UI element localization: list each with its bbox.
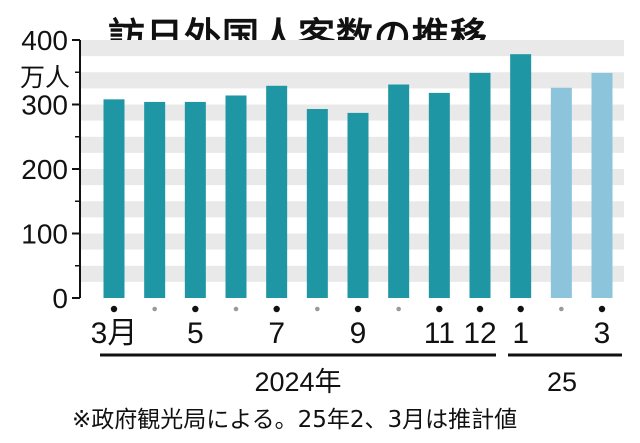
chart-note: ※政府観光局による。25年2、3月は推計値 xyxy=(72,407,518,433)
bar xyxy=(469,72,491,299)
bar xyxy=(550,87,572,298)
x-tick-dot xyxy=(192,305,199,313)
year-label: 25 xyxy=(547,367,577,397)
x-tick-dot xyxy=(315,306,320,312)
x-tick-dot xyxy=(152,306,157,312)
year-brackets: 2024年 25 xyxy=(100,353,622,397)
x-tick-label: 3 xyxy=(594,317,611,350)
x-tick-label: 1 xyxy=(512,317,529,350)
bar xyxy=(103,99,125,298)
y-tick-label: 300 xyxy=(21,90,68,121)
bar xyxy=(428,92,450,298)
x-tick-dot xyxy=(598,305,606,313)
x-tick-dot xyxy=(110,305,118,313)
bar xyxy=(184,101,206,298)
x-tick-dot xyxy=(396,306,401,312)
y-axis: 0 100 200 300 400 xyxy=(21,25,81,314)
x-tick-dot xyxy=(559,306,564,312)
year-label: 2024年 xyxy=(254,367,341,397)
bar xyxy=(306,109,328,298)
x-tick-label: 7 xyxy=(268,317,285,350)
bar xyxy=(266,85,288,298)
x-tick-dot xyxy=(476,305,484,313)
y-tick-label: 400 xyxy=(21,25,68,56)
x-tick-dot xyxy=(436,305,443,313)
y-tick-label: 0 xyxy=(52,283,68,314)
bar xyxy=(388,84,410,298)
grid-band xyxy=(80,72,624,89)
x-tick-dot xyxy=(517,305,524,313)
x-tick-label: 9 xyxy=(350,317,367,350)
bar xyxy=(347,112,369,298)
y-axis-unit: 万人 xyxy=(20,63,71,92)
bar xyxy=(225,95,247,298)
bar xyxy=(510,54,532,298)
x-tick-label: 5 xyxy=(187,317,204,350)
bar xyxy=(144,101,166,298)
x-tick-label: 12 xyxy=(463,317,496,350)
bar xyxy=(591,72,613,299)
x-tick-label: 11 xyxy=(424,317,455,350)
y-tick-label: 100 xyxy=(21,219,68,250)
x-tick-label: 3月 xyxy=(91,317,138,350)
x-tick-dot xyxy=(354,305,362,313)
x-tick-dot xyxy=(273,305,280,313)
x-tick-dot xyxy=(233,306,239,312)
x-axis: 3月 5 7 9 11 12 1 3 xyxy=(91,305,611,350)
y-tick-label: 200 xyxy=(21,154,68,185)
bar-group xyxy=(103,54,613,299)
grid-band xyxy=(80,40,624,57)
